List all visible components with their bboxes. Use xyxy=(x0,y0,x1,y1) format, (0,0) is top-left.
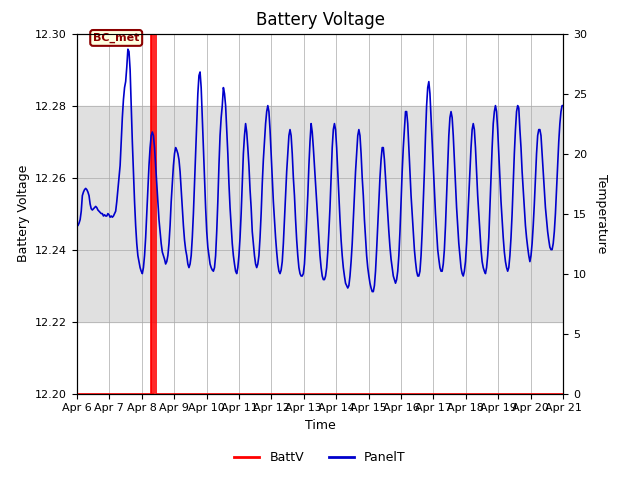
Title: Battery Voltage: Battery Voltage xyxy=(255,11,385,29)
Text: BC_met: BC_met xyxy=(93,33,140,43)
Legend: BattV, PanelT: BattV, PanelT xyxy=(229,446,411,469)
Bar xyxy=(77,106,563,322)
X-axis label: Time: Time xyxy=(305,419,335,432)
Y-axis label: Temperature: Temperature xyxy=(595,174,608,253)
Y-axis label: Battery Voltage: Battery Voltage xyxy=(17,165,29,262)
